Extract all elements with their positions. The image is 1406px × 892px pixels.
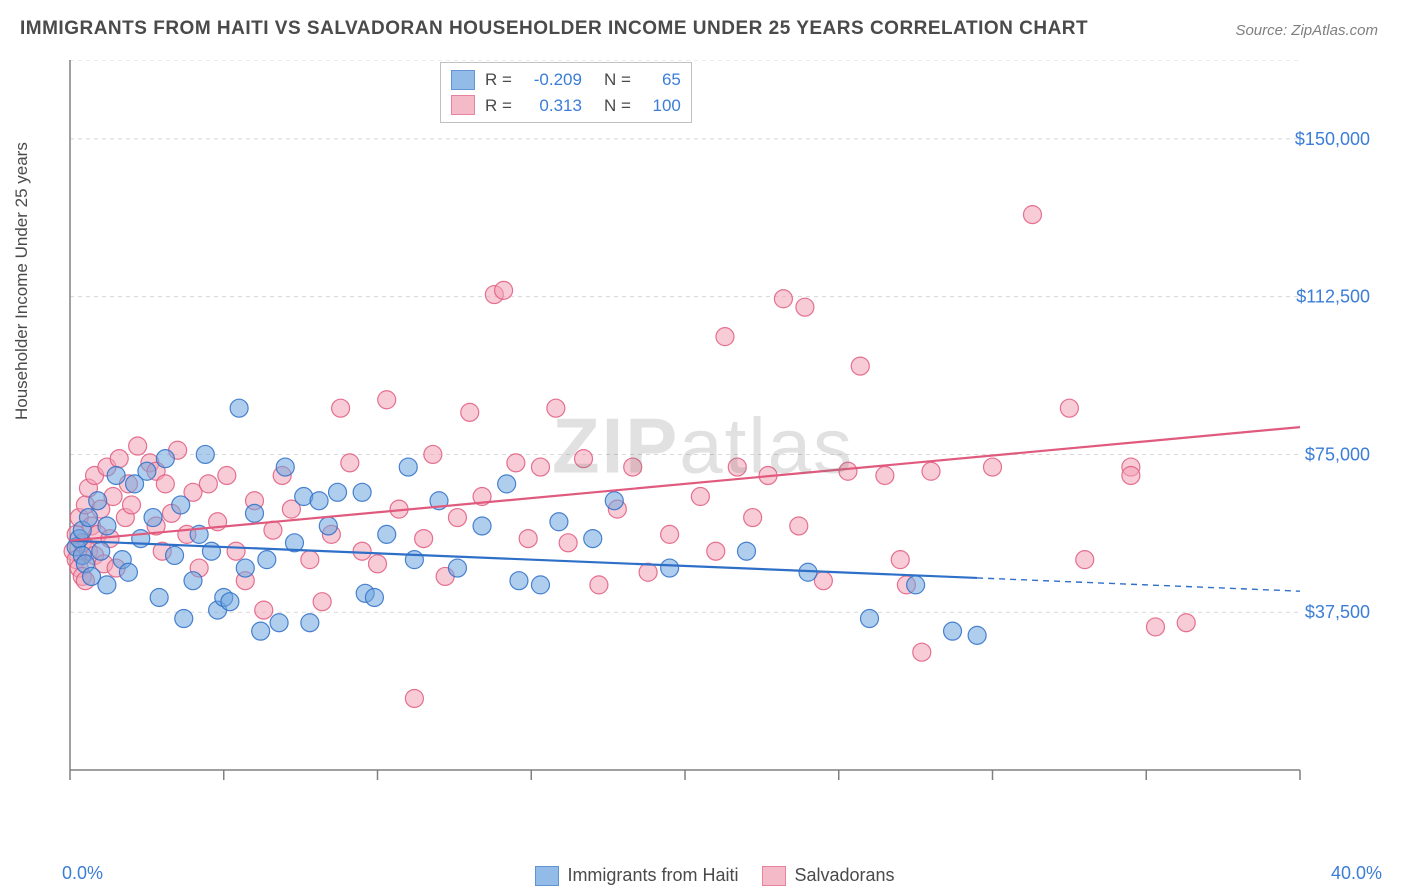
legend-r-label: R = (485, 67, 512, 93)
chart-area: $37,500 $75,000 $112,500 $150,000 (60, 60, 1380, 810)
bottom-legend-label: Salvadorans (794, 865, 894, 885)
swatch-haiti (451, 70, 475, 90)
swatch-salvadoran (451, 95, 475, 115)
legend-row-haiti: R = -0.209 N = 65 (451, 67, 681, 93)
legend-n-value-haiti: 65 (641, 67, 681, 93)
source-attribution: Source: ZipAtlas.com (1235, 22, 1378, 39)
svg-text:$75,000: $75,000 (1305, 444, 1370, 464)
chart-title: IMMIGRANTS FROM HAITI VS SALVADORAN HOUS… (20, 18, 1088, 40)
bottom-legend: Immigrants from Haiti Salvadorans (0, 865, 1406, 886)
y-axis-label: Householder Income Under 25 years (12, 142, 32, 420)
x-tick-max: 40.0% (1331, 863, 1382, 884)
svg-text:$112,500: $112,500 (1296, 287, 1370, 307)
svg-text:$150,000: $150,000 (1295, 129, 1370, 149)
legend-row-salvadoran: R = 0.313 N = 100 (451, 93, 681, 119)
legend-r-label: R = (485, 93, 512, 119)
legend-n-label: N = (604, 93, 631, 119)
bottom-swatch (762, 866, 786, 886)
x-tick-min: 0.0% (62, 863, 103, 884)
bottom-legend-label: Immigrants from Haiti (567, 865, 738, 885)
legend-r-value-haiti: -0.209 (522, 67, 582, 93)
correlation-legend: R = -0.209 N = 65 R = 0.313 N = 100 (440, 62, 692, 123)
bottom-swatch (535, 866, 559, 886)
scatter-chart-svg: $37,500 $75,000 $112,500 $150,000 (60, 60, 1380, 810)
svg-text:$37,500: $37,500 (1305, 602, 1370, 622)
legend-n-value-salvadoran: 100 (641, 93, 681, 119)
legend-r-value-salvadoran: 0.313 (522, 93, 582, 119)
legend-n-label: N = (604, 67, 631, 93)
